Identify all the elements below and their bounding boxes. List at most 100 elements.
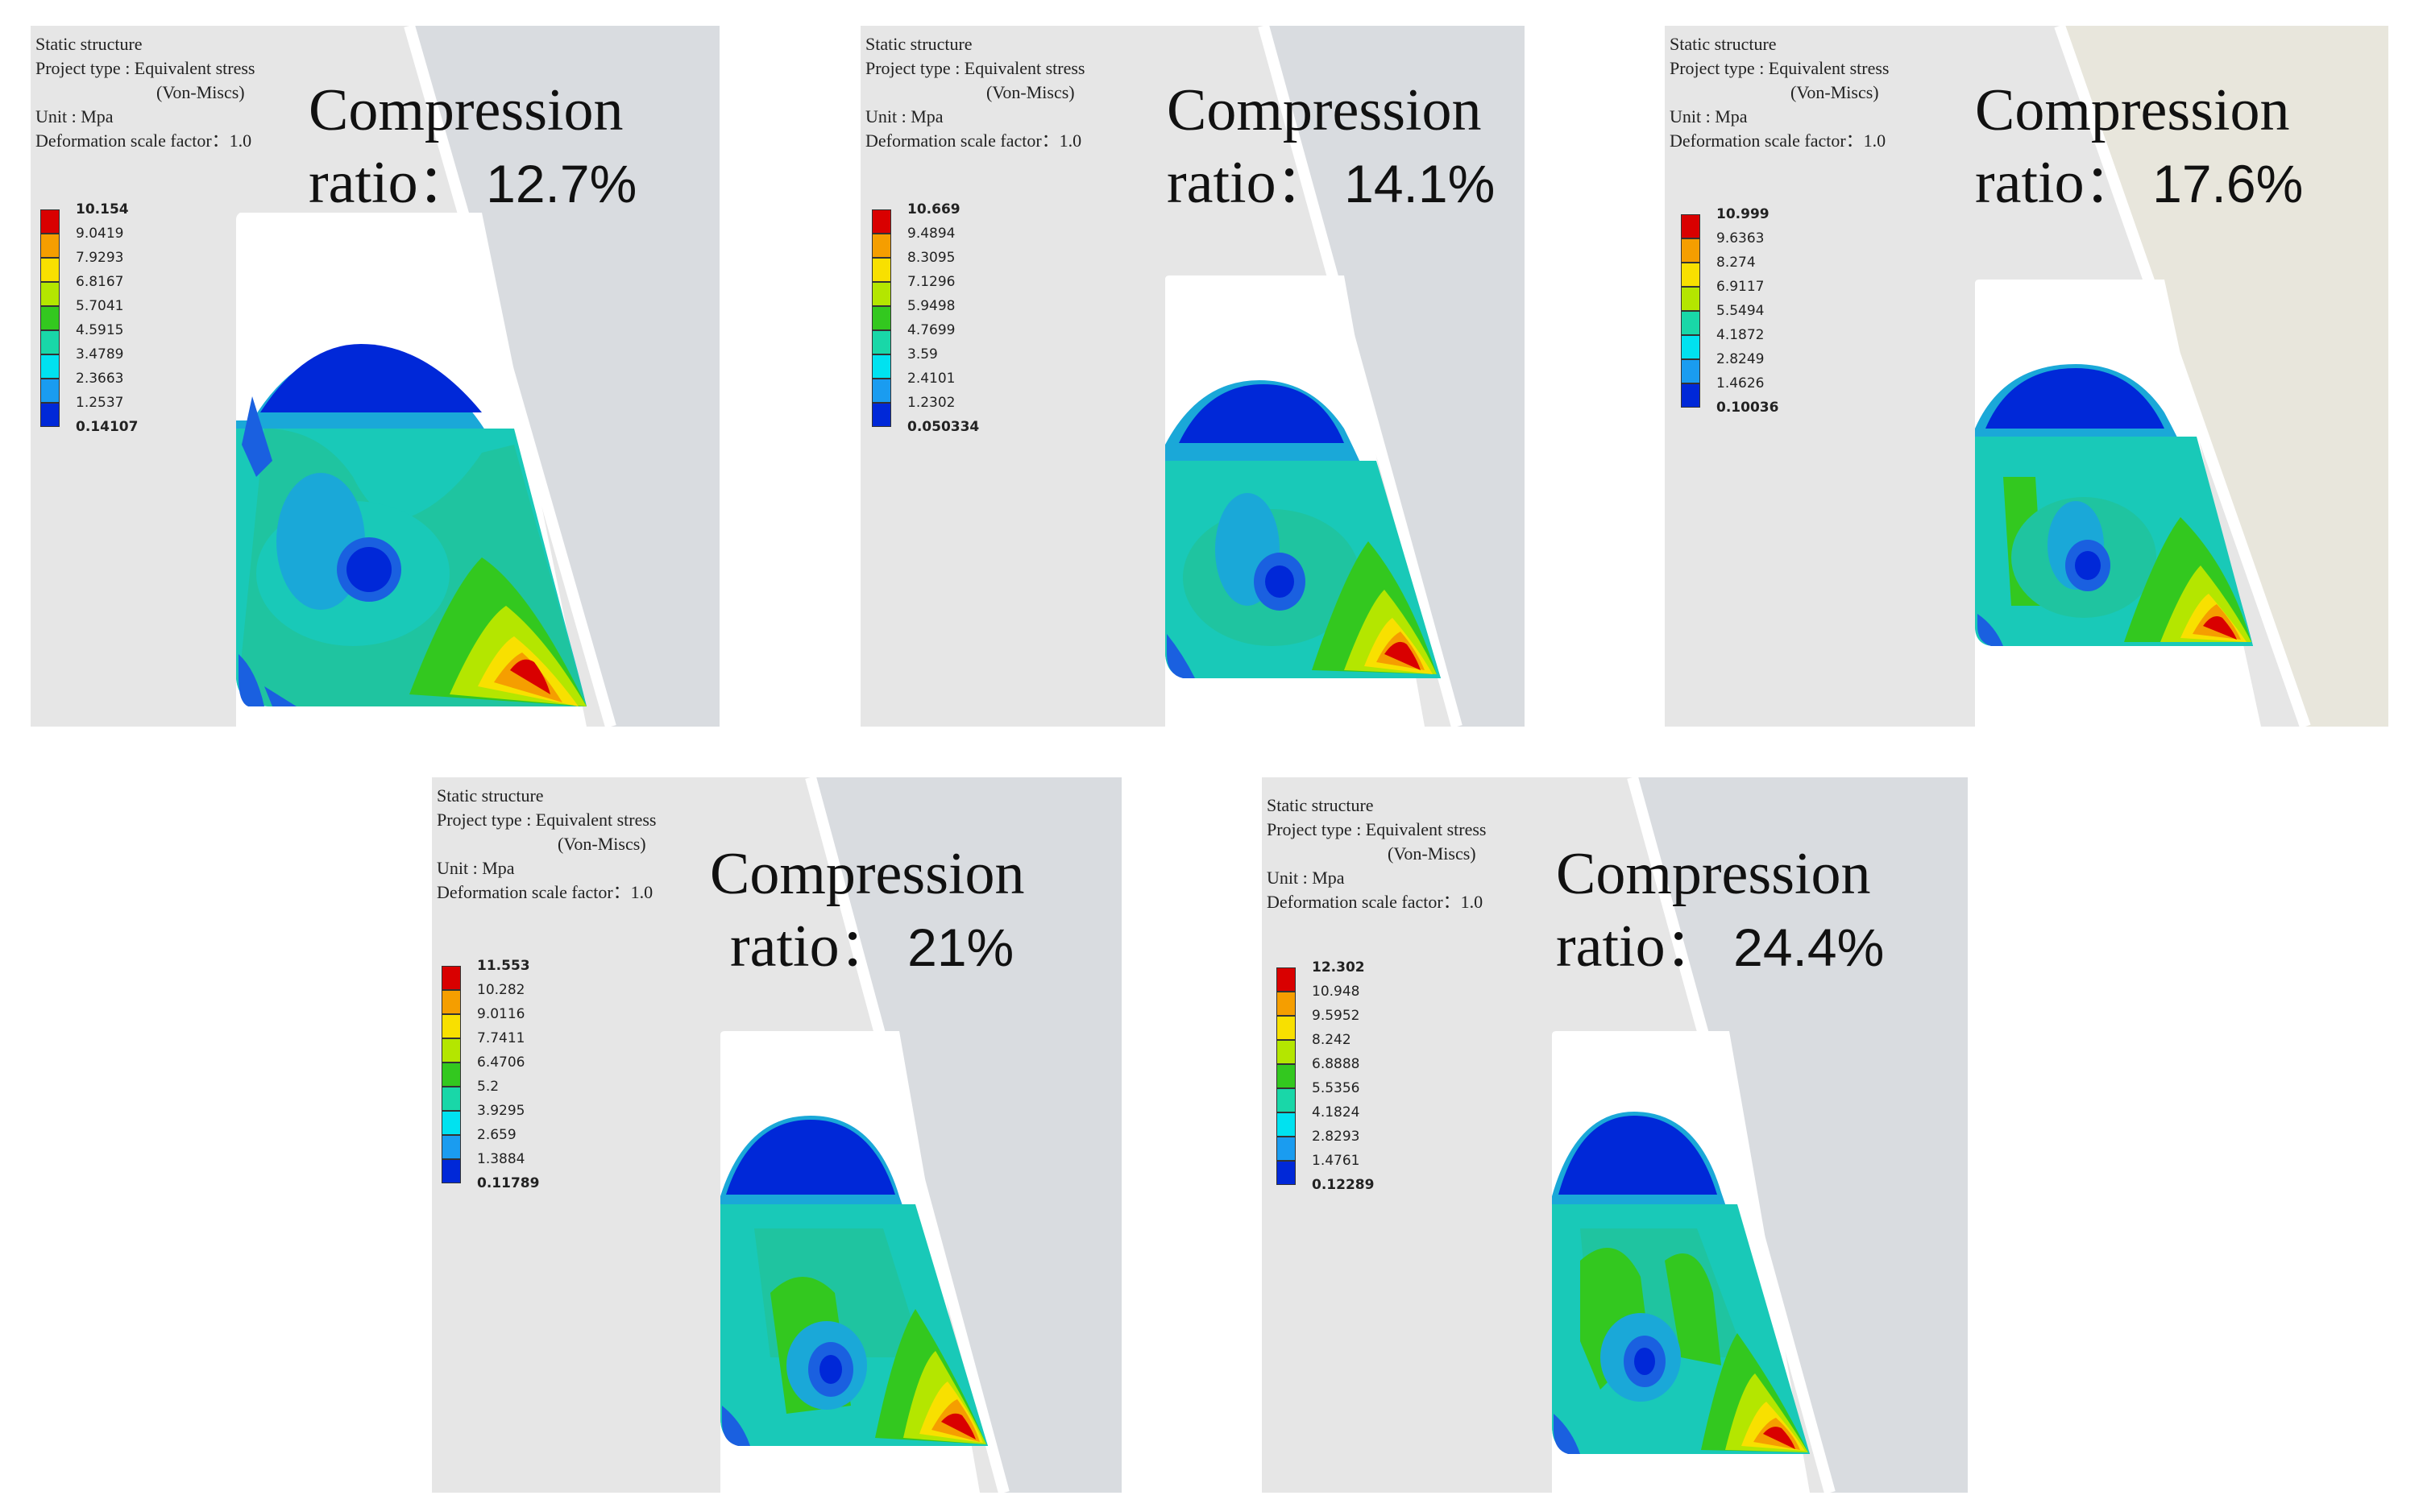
info-line: Deformation scale factor：1.0 <box>865 130 1082 151</box>
legend-label: 2.8293 <box>1312 1129 1360 1145</box>
legend-label: 12.302 <box>1312 959 1365 976</box>
ratio-value: 14.1% <box>1344 154 1496 213</box>
legend-swatch <box>872 354 891 379</box>
ratio-separator: ： <box>1276 154 1330 213</box>
info-line: (Von-Miscs) <box>986 82 1075 102</box>
legend-swatch <box>1681 287 1700 311</box>
legend-label: 5.5494 <box>1716 303 1765 319</box>
legend-swatch <box>442 1014 461 1038</box>
ratio-word: ratio <box>309 150 418 216</box>
info-line: Deformation scale factor：1.0 <box>35 130 252 151</box>
info-line: Unit : Mpa <box>865 106 944 126</box>
legend-swatch <box>1276 1137 1296 1161</box>
info-line: Project type : Equivalent stress <box>865 58 1085 78</box>
legend-label: 3.9295 <box>477 1103 525 1119</box>
legend-label: 4.1872 <box>1716 327 1765 343</box>
ratio-word: ratio <box>1975 150 2085 216</box>
info-line: (Von-Miscs) <box>1388 843 1476 864</box>
legend-label: 8.242 <box>1312 1032 1351 1048</box>
legend-swatch <box>1681 383 1700 408</box>
legend-swatch <box>40 354 60 379</box>
info-line: Unit : Mpa <box>1267 868 1345 888</box>
ratio-value: 21% <box>907 918 1014 977</box>
legend-swatch <box>442 1135 461 1159</box>
legend-label: 6.8888 <box>1312 1056 1360 1072</box>
panel-info: Static structure Project type : Equivale… <box>35 32 255 153</box>
legend-label: 2.4101 <box>907 371 956 387</box>
legend-label: 3.59 <box>907 346 938 362</box>
legend-swatch <box>442 990 461 1014</box>
info-line: (Von-Miscs) <box>558 834 646 854</box>
legend-label: 9.0116 <box>477 1006 525 1022</box>
info-line: Project type : Equivalent stress <box>1267 819 1487 839</box>
legend-label: 7.1296 <box>907 274 956 290</box>
info-line: Deformation scale factor：1.0 <box>1267 892 1483 912</box>
info-line: (Von-Miscs) <box>156 82 245 102</box>
legend-label: 8.274 <box>1716 255 1756 271</box>
info-line: Deformation scale factor：1.0 <box>437 882 653 902</box>
info-line: Static structure <box>865 34 973 54</box>
legend-swatch <box>40 330 60 354</box>
legend-swatch <box>1681 238 1700 263</box>
legend-label: 8.3095 <box>907 250 956 266</box>
legend-swatch <box>40 209 60 234</box>
legend-swatch <box>1276 1088 1296 1112</box>
info-line: Unit : Mpa <box>35 106 114 126</box>
legend-swatch <box>1681 335 1700 359</box>
legend-label: 9.5952 <box>1312 1008 1360 1024</box>
legend-label: 11.553 <box>477 958 530 974</box>
panel-info: Static structure Project type : Equivale… <box>865 32 1085 153</box>
legend-label: 6.4706 <box>477 1054 525 1071</box>
legend-label: 4.7699 <box>907 322 956 338</box>
legend-swatch <box>442 1038 461 1063</box>
legend-swatch <box>1276 992 1296 1016</box>
legend-label: 7.7411 <box>477 1030 525 1046</box>
panel-title: Compression ratio： 21% <box>710 838 1025 984</box>
info-line: Project type : Equivalent stress <box>1670 58 1890 78</box>
legend-swatch <box>40 282 60 306</box>
ratio-separator: ： <box>1665 918 1719 977</box>
ratio-separator: ： <box>2084 154 2138 213</box>
legend-swatch <box>442 1087 461 1111</box>
legend-swatch <box>872 330 891 354</box>
contour-plot <box>236 26 720 727</box>
legend-swatch <box>872 209 891 234</box>
legend-label: 3.4789 <box>76 346 124 362</box>
legend-label: 2.8249 <box>1716 351 1765 367</box>
legend-swatch <box>1276 1016 1296 1040</box>
legend-swatch <box>872 403 891 427</box>
title-word: Compression <box>710 841 1025 907</box>
legend-swatch <box>1681 311 1700 335</box>
panel-title: Compression ratio： 17.6% <box>1975 74 2303 220</box>
legend-swatch <box>442 1063 461 1087</box>
legend-swatch <box>40 306 60 330</box>
legend-label: 10.999 <box>1716 206 1770 222</box>
contour-plot <box>1552 777 1968 1493</box>
panel-title: Compression ratio： 24.4% <box>1556 838 1884 984</box>
legend-swatch <box>1681 214 1700 238</box>
title-word: Compression <box>1975 77 2290 143</box>
contour-plot <box>1975 26 2388 727</box>
panel-title: Compression ratio： 12.7% <box>309 74 637 220</box>
contour-plot <box>1165 26 1525 727</box>
ratio-value: 17.6% <box>2152 154 2304 213</box>
title-word: Compression <box>1556 841 1871 907</box>
panel-ratio-14-1: Static structure Project type : Equivale… <box>861 26 1525 727</box>
legend-label: 0.12289 <box>1312 1177 1375 1193</box>
legend-swatch <box>40 258 60 282</box>
info-line: (Von-Miscs) <box>1790 82 1879 102</box>
legend-swatch <box>872 306 891 330</box>
legend-label: 10.154 <box>76 201 129 217</box>
panel-title: Compression ratio： 14.1% <box>1167 74 1495 220</box>
title-word: Compression <box>1167 77 1482 143</box>
info-line: Unit : Mpa <box>437 858 515 878</box>
legend-swatch <box>1276 967 1296 992</box>
legend-label: 10.948 <box>1312 984 1360 1000</box>
title-word: Compression <box>309 77 624 143</box>
ratio-word: ratio <box>1167 150 1276 216</box>
ratio-word: ratio <box>1556 913 1666 980</box>
ratio-separator: ： <box>839 918 893 977</box>
legend-swatch <box>40 234 60 258</box>
legend-swatch <box>1276 1112 1296 1137</box>
info-line: Static structure <box>1267 795 1374 815</box>
